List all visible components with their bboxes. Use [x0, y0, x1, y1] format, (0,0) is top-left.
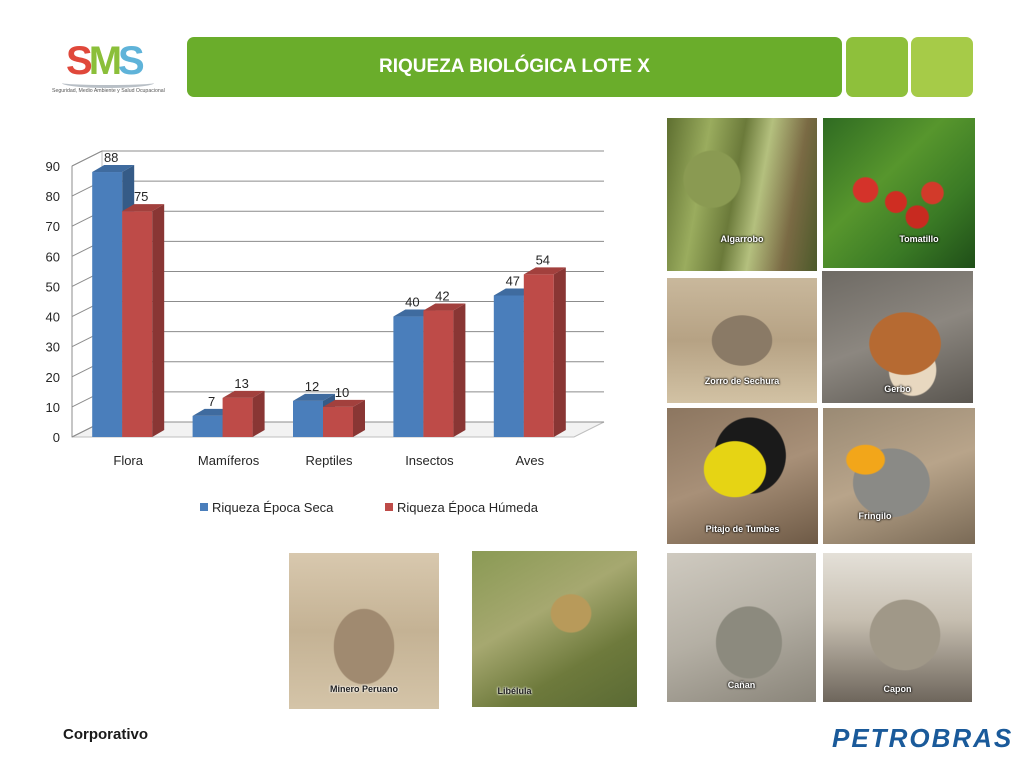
- bar-top: [323, 399, 365, 407]
- photo-caption: Pitajo de Tumbes: [705, 524, 780, 534]
- photo-libelula: Libélula: [472, 551, 637, 707]
- photo-caption: Cañan: [727, 680, 756, 690]
- richness-bar-chart: 0 10 20 30 40 50 60 70 80 90 88 75 Flora 7 13 Mamíferos…: [46, 150, 605, 515]
- logo-subtitle: Seguridad, Medio Ambiente y Salud Ocupac…: [52, 88, 165, 94]
- data-label: 12: [305, 379, 319, 394]
- photo-caption: Algarrobo: [720, 234, 764, 244]
- photo-pitajo-de-tumbes: Pitajo de Tumbes: [667, 408, 818, 544]
- x-tick-label: Reptiles: [306, 453, 353, 468]
- x-tick-label: Mamíferos: [198, 453, 260, 468]
- data-label: 88: [104, 150, 118, 165]
- header-accent-block-1: [846, 37, 908, 97]
- x-tick-label: Insectos: [405, 453, 454, 468]
- photo-caption: Gerbo: [884, 384, 911, 394]
- y-tick-label: 90: [46, 159, 60, 174]
- bar-side: [453, 303, 466, 437]
- bar-top: [222, 390, 265, 398]
- photo-capon: Capon: [823, 553, 972, 702]
- bar: [523, 274, 554, 437]
- y-tick-label: 40: [46, 310, 60, 325]
- page-title: RIQUEZA BIOLÓGICA LOTE X: [379, 56, 650, 77]
- x-tick-label: Aves: [515, 453, 544, 468]
- bar: [293, 400, 323, 437]
- bar: [122, 211, 153, 437]
- photo-algarrobo: Algarrobo: [667, 118, 817, 271]
- photo-canan: Cañan: [667, 553, 816, 702]
- bar: [423, 310, 454, 437]
- footer-corporativo: Corporativo: [63, 726, 149, 743]
- data-label: 47: [506, 273, 520, 288]
- photo-fringilo: Fringilo: [823, 408, 975, 544]
- bar: [323, 406, 353, 437]
- bar: [393, 316, 424, 437]
- photo-caption: Zorro de Sechura: [704, 376, 780, 386]
- title-bar: RIQUEZA BIOLÓGICA LOTE X: [187, 37, 842, 97]
- bar-top: [92, 165, 135, 173]
- photo-caption: Tomatillo: [899, 234, 939, 244]
- y-tick-label: 20: [46, 370, 60, 385]
- x-tick-label: Flora: [113, 453, 143, 468]
- logo-swoosh: [62, 78, 154, 88]
- petrobras-logo: PETROBRAS: [832, 723, 1014, 753]
- y-tick-label: 0: [53, 430, 60, 445]
- photo-caption: Minero Peruano: [329, 684, 398, 694]
- photo-caption: Libélula: [497, 686, 532, 696]
- data-label: 40: [405, 295, 419, 310]
- y-tick-label: 80: [46, 189, 60, 204]
- y-tick-label: 30: [46, 340, 60, 355]
- bar-side: [553, 267, 566, 437]
- photo-gerbo: Gerbo: [822, 271, 973, 403]
- photo-caption: Fringilo: [858, 511, 892, 521]
- data-label: 7: [208, 394, 215, 409]
- bar-top: [122, 204, 165, 212]
- legend-swatch: [200, 503, 208, 511]
- bar-top: [523, 267, 566, 275]
- bar-side: [152, 204, 165, 437]
- photo-zorro-de-sechura: Zorro de Sechura: [667, 278, 817, 403]
- gridline-side: [71, 150, 103, 167]
- data-label: 10: [335, 385, 349, 400]
- legend-swatch: [385, 503, 393, 511]
- y-tick-label: 10: [46, 400, 60, 415]
- bar-top: [423, 303, 466, 311]
- bar: [192, 415, 223, 437]
- y-tick-label: 60: [46, 249, 60, 264]
- y-tick-label: 70: [46, 219, 60, 234]
- bar: [92, 172, 123, 437]
- sms-logo: SMS Seguridad, Medio Ambiente y Salud Oc…: [52, 40, 172, 100]
- header-accent-block-2: [911, 37, 973, 97]
- data-label: 54: [536, 252, 550, 267]
- data-label: 42: [435, 289, 449, 304]
- y-tick-label: 50: [46, 279, 60, 294]
- data-label: 75: [134, 189, 148, 204]
- bar-side: [252, 390, 265, 437]
- bar: [222, 397, 253, 437]
- legend-label: Riqueza Época Húmeda: [397, 500, 539, 515]
- bar-side: [353, 399, 365, 437]
- photo-caption: Capon: [883, 684, 912, 694]
- bar-top: [293, 393, 335, 401]
- photo-minero-peruano: Minero Peruano: [289, 553, 439, 709]
- photo-tomatillo: Tomatillo: [823, 118, 975, 268]
- sms-logo-mark: SMS: [66, 39, 145, 83]
- data-label: 13: [234, 376, 248, 391]
- legend-label: Riqueza Época Seca: [212, 500, 334, 515]
- bar: [493, 295, 524, 437]
